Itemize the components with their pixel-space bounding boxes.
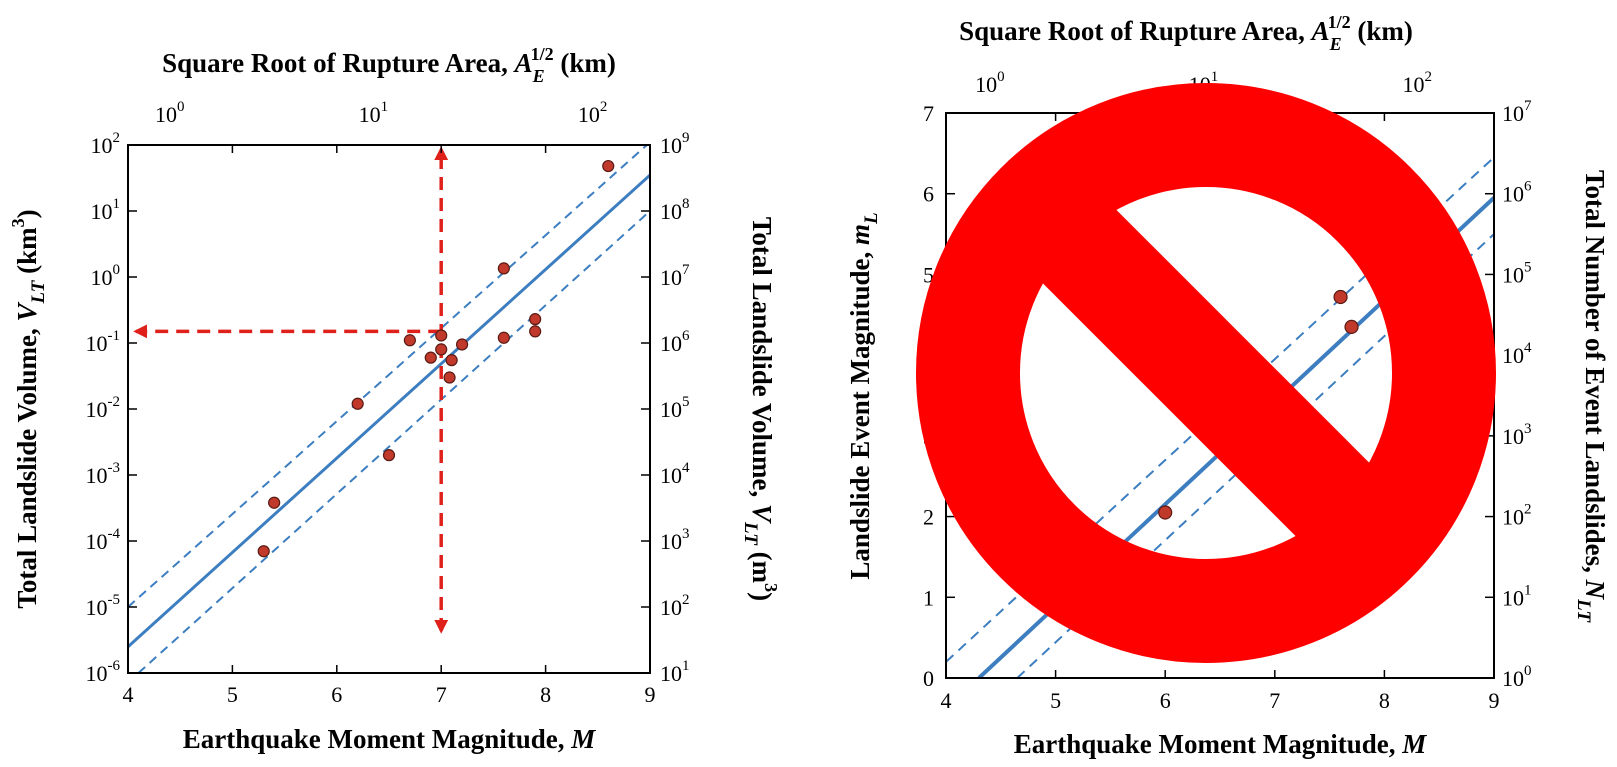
x-tick-label: 7 [436,682,447,707]
data-point [403,334,416,347]
y2-tick-label: 107 [1502,98,1532,126]
y2-tick-label: 103 [660,526,690,554]
y-tick-label: 10-1 [86,328,121,356]
left-x2-axis-title: Square Root of Rupture Area, AE1/2 (km) [162,44,616,86]
data-point [435,329,448,342]
right-y2-axis-title: Total Number of Event Landslides, NLT [1573,170,1610,623]
fit-upper-bound [128,145,649,608]
right-y-axis-title: Landslide Event Magnitude, mL [845,212,882,579]
y-tick-label: 100 [91,262,121,290]
left-x-ticks: 4 5 6 7 8 9 [123,145,656,707]
y2-tick-label: 105 [1502,259,1532,287]
x-tick-label: 5 [1050,688,1061,713]
data-point [602,159,615,173]
data-point [529,313,542,326]
y2-tick-label: 101 [1502,582,1532,610]
y-tick-label: 0 [923,666,934,691]
y2-tick-label: 108 [660,196,690,224]
x-tick-label: 5 [227,682,238,707]
y-tick-label: 10-3 [86,460,121,488]
y-tick-label: 10-6 [86,658,121,686]
y-tick-label: 2 [923,505,934,530]
right-x-ticks: 4 5 6 7 8 9 [941,113,1500,713]
left-reading-arrows [133,146,449,634]
y2-tick-label: 101 [660,658,690,686]
right-x-axis-title: Earthquake Moment Magnitude, M [1014,729,1428,759]
y2-tick-label: 109 [660,130,690,158]
y2-tick-label: 105 [660,394,690,422]
left-x2-ticks: 100 101 102 [155,99,607,127]
y-tick-label: 5 [923,262,934,287]
data-point [257,545,270,558]
data-point [351,397,364,410]
data-point [424,351,437,364]
y-tick-label: 10-2 [86,394,121,422]
data-point [497,262,510,275]
right-data-points [1158,289,1359,520]
x2-tick-label: 102 [578,99,608,127]
left-fit-lines [128,145,650,673]
data-point [435,343,448,356]
y2-tick-label: 107 [660,262,690,290]
data-point [455,338,469,351]
left-data-points [257,159,615,558]
x-tick-label: 9 [645,682,656,707]
y-tick-label: 1 [923,585,934,610]
y2-tick-label: 102 [660,592,690,620]
x-tick-label: 8 [1379,688,1390,713]
fit-lower-bound [137,210,650,673]
fit-line [128,173,650,648]
y-tick-label: 101 [91,196,121,224]
data-point [1333,289,1348,305]
x-tick-label: 9 [1489,688,1500,713]
x2-tick-label: 102 [1403,69,1433,97]
y2-tick-label: 100 [1502,663,1532,691]
y-tick-label: 102 [91,130,121,158]
y-tick-label: 6 [923,182,934,207]
data-point [1344,319,1359,334]
x-tick-label: 4 [123,682,134,707]
right-x2-axis-title: Square Root of Rupture Area, AE1/2 (km) [959,12,1413,54]
x-tick-label: 8 [540,682,551,707]
y2-tick-label: 103 [1502,421,1532,449]
x2-tick-label: 100 [155,99,185,127]
y-tick-label: 7 [923,101,934,126]
data-point [382,449,396,462]
x-tick-label: 4 [941,688,952,713]
left-x-axis-title: Earthquake Moment Magnitude, M [183,724,597,754]
data-point [497,331,510,344]
left-y2-axis-title: Total Landslide Volume, VLT (m3) [740,217,781,601]
x-tick-label: 7 [1269,688,1280,713]
left-y-axis-title: Total Landslide Volume, VLT (km3) [8,209,49,608]
y2-tick-label: 102 [1502,502,1532,530]
y-tick-label: 10-5 [86,592,121,620]
y2-tick-label: 106 [1502,179,1532,207]
y2-tick-label: 104 [1502,340,1532,368]
data-point [445,354,458,367]
y-tick-label: 10-4 [86,526,121,554]
x-tick-label: 6 [1160,688,1171,713]
left-y2-ticks: 101 102 103 104 105 106 107 108 109 [660,130,690,686]
right-y2-ticks: 100 101 102 103 104 105 106 107 [1502,98,1532,691]
prohibition-icon [916,83,1496,663]
volume-chart: Square Root of Rupture Area, AE1/2 (km) … [8,44,781,754]
y2-tick-label: 106 [660,328,690,356]
data-point [1158,505,1173,520]
data-point [529,325,542,338]
x2-tick-label: 100 [975,69,1005,97]
y2-tick-label: 104 [660,460,690,488]
x2-tick-label: 101 [359,99,389,127]
data-point [268,496,281,509]
data-point [443,371,456,384]
x-tick-label: 6 [331,682,342,707]
left-y-ticks: 10-6 10-5 10-4 10-3 10-2 10-1 100 101 102 [86,130,650,686]
